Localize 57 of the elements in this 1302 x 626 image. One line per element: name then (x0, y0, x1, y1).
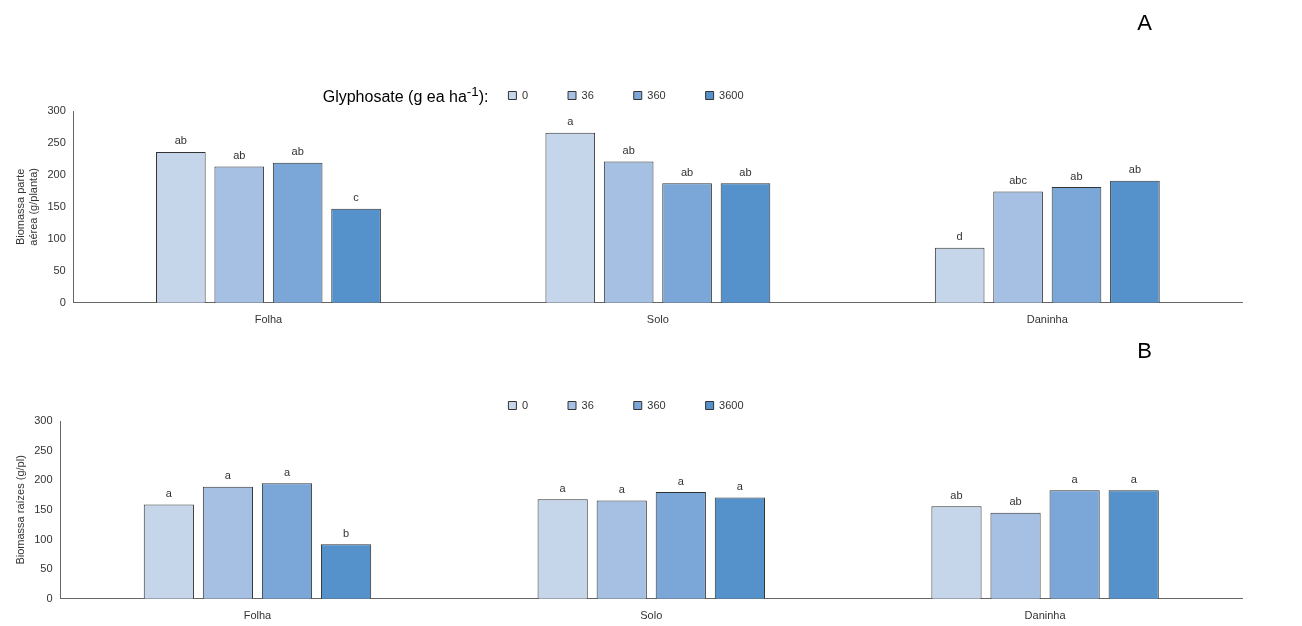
data-label: a (1071, 472, 1079, 485)
x-tick-label: Daninha (1024, 609, 1067, 622)
y-tick-label: 150 (47, 199, 66, 212)
data-label: c (353, 191, 360, 204)
data-label: b (343, 526, 350, 539)
text: A (1137, 10, 1152, 36)
y-tick-label: 0 (46, 591, 53, 604)
data-label: ab (1009, 495, 1022, 508)
data-label: ab (233, 149, 246, 162)
y-tick-label: 200 (34, 473, 53, 486)
legend-label: 36 (581, 398, 594, 411)
data-label: a (567, 115, 575, 128)
data-label: a (283, 465, 291, 478)
data-label: a (618, 482, 626, 495)
y-tick-label: 100 (47, 231, 66, 244)
y-axis-title: Biomassa raízes (g/pl) (13, 455, 26, 565)
data-label: a (559, 481, 567, 494)
y-tick-label: 50 (40, 562, 53, 575)
legend-title: Glyphosate (g ea ha$^{-1}$): (322, 83, 489, 106)
data-label: ab (680, 165, 694, 178)
y-tick-label: 200 (47, 167, 66, 180)
data-label: ab (1128, 163, 1142, 176)
legend-label: 36 (581, 88, 594, 101)
x-tick-label: Solo (640, 609, 663, 622)
data-label: a (736, 479, 744, 492)
data-label: ab (739, 165, 752, 178)
x-tick-label: Folha (243, 609, 273, 622)
y-tick-label: 50 (53, 263, 66, 276)
legend-label: 360 (647, 88, 666, 101)
data-label: a (165, 487, 173, 500)
data-label: ab (950, 488, 963, 501)
y-tick-label: 250 (47, 136, 66, 148)
legend-label: 360 (647, 398, 666, 411)
y-tick-label: 300 (34, 414, 53, 427)
data-label: a (224, 469, 232, 482)
data-label: ab (622, 144, 635, 157)
legend-label: 3600 (719, 88, 744, 101)
y-tick-label: 0 (59, 295, 66, 308)
y-tick-label: 100 (34, 532, 53, 545)
x-tick-label: Folha (254, 313, 284, 326)
legend-label: 3600 (719, 398, 744, 411)
y-axis-title: Biomassa parte aérea (g/planta) (13, 168, 39, 246)
data-label: ab (1070, 169, 1083, 182)
data-label: a (1130, 472, 1138, 485)
x-tick-label: Solo (646, 313, 669, 326)
x-tick-label: Daninha (1026, 313, 1069, 326)
data-label: a (677, 474, 685, 487)
data-label: d (956, 230, 963, 243)
y-tick-label: 300 (47, 104, 66, 117)
y-tick-label: 250 (34, 443, 53, 456)
text: B (1137, 338, 1152, 364)
y-tick-label: 150 (34, 502, 53, 515)
data-label: ab (291, 145, 304, 158)
data-label: ab (174, 134, 187, 147)
legend-label: 0 (521, 88, 529, 101)
legend-label: 0 (521, 398, 529, 411)
data-label: abc (1009, 174, 1028, 187)
